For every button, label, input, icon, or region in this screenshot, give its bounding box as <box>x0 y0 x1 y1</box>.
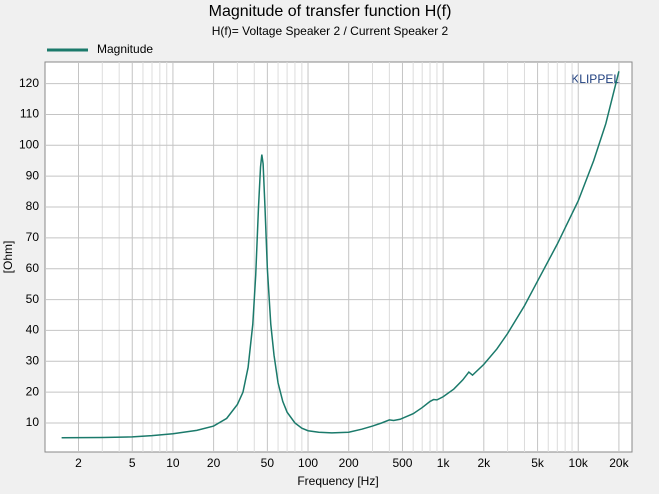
x-tick-label: 2k <box>477 456 491 470</box>
x-tick-label: 50 <box>261 456 275 470</box>
y-tick-label: 90 <box>26 168 40 182</box>
y-tick-label: 30 <box>26 353 40 367</box>
x-tick-label: 1k <box>437 456 451 470</box>
y-tick-label: 120 <box>19 76 39 90</box>
y-tick-label: 80 <box>26 199 40 213</box>
x-axis-label: Frequency [Hz] <box>297 474 378 488</box>
y-tick-label: 100 <box>19 137 39 151</box>
y-tick-label: 20 <box>26 384 40 398</box>
y-tick-label: 60 <box>26 261 40 275</box>
x-tick-label: 5k <box>531 456 545 470</box>
plot-area <box>44 61 633 453</box>
y-tick-label: 50 <box>26 292 40 306</box>
x-tick-label: 100 <box>298 456 318 470</box>
y-tick-label: 110 <box>20 107 39 121</box>
x-tick-label: 20 <box>207 456 221 470</box>
y-tick-label: 40 <box>26 323 40 337</box>
y-tick-label: 10 <box>26 415 40 429</box>
annotation: KLIPPEL <box>571 72 620 86</box>
legend-label: Magnitude <box>97 42 153 56</box>
x-tick-label: 10k <box>569 456 589 470</box>
x-tick-label: 500 <box>392 456 412 470</box>
chart-subtitle: H(f)= Voltage Speaker 2 / Current Speake… <box>212 24 449 38</box>
x-tick-label: 5 <box>129 456 136 470</box>
x-tick-label: 200 <box>339 456 359 470</box>
y-axis-label: [Ohm] <box>1 241 15 274</box>
x-tick-label: 20k <box>609 456 629 470</box>
x-tick-label: 2 <box>75 456 82 470</box>
y-tick-label: 70 <box>26 230 40 244</box>
x-tick-label: 10 <box>166 456 180 470</box>
data-line <box>61 71 620 439</box>
chart-title: Magnitude of transfer function H(f) <box>209 3 452 20</box>
